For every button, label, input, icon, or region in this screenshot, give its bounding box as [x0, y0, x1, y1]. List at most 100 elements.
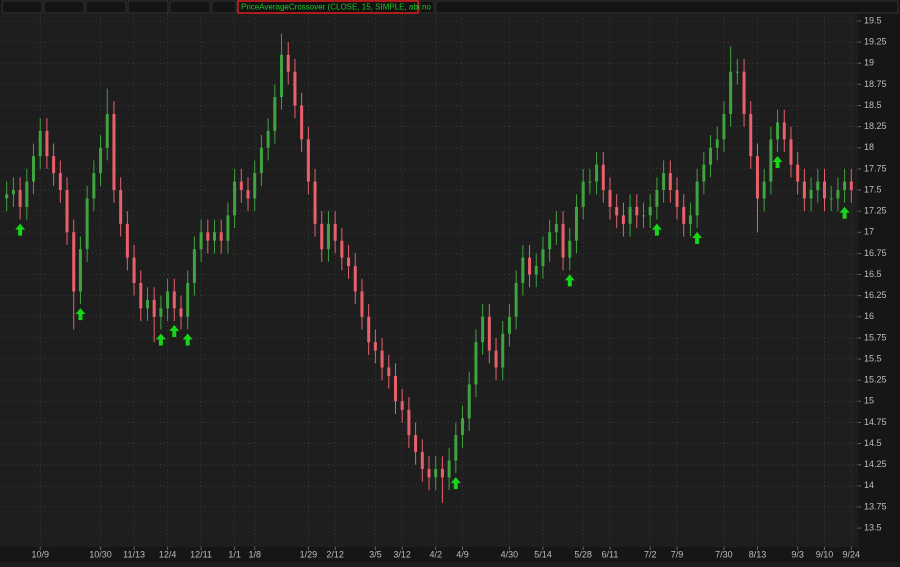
- x-tick-label: 6/11: [602, 549, 619, 559]
- candle-body: [78, 249, 82, 292]
- x-tick-label: 5/14: [534, 549, 552, 559]
- candle-body: [400, 401, 404, 410]
- candle-body: [595, 164, 599, 182]
- candle-body: [648, 206, 652, 216]
- candle-body: [802, 181, 806, 199]
- x-tick-label: 5/28: [574, 549, 592, 559]
- candle-body: [340, 240, 344, 258]
- candle-body: [246, 190, 250, 199]
- candle-body: [11, 190, 15, 195]
- y-tick-label: 13.75: [864, 501, 887, 511]
- y-tick-label: 19.5: [864, 15, 882, 25]
- candle-body: [641, 215, 646, 217]
- price-axis: [858, 14, 900, 562]
- candle-body: [722, 113, 726, 140]
- study-box: [237, 0, 419, 14]
- candle-body: [843, 181, 847, 191]
- candle-body: [568, 240, 572, 258]
- x-tick-label: 7/9: [671, 549, 684, 559]
- candle-body: [132, 257, 136, 283]
- candle-body: [467, 384, 471, 419]
- candle-body: [836, 190, 840, 199]
- y-tick-label: 18.5: [864, 100, 882, 110]
- y-tick-label: 16.25: [864, 290, 887, 300]
- candle-body: [172, 291, 176, 309]
- candle-body: [668, 173, 672, 191]
- plot: [5, 33, 853, 503]
- candle-body: [769, 139, 773, 182]
- candle-body: [695, 181, 699, 216]
- candle-body: [105, 113, 109, 148]
- x-tick-label: 1/29: [300, 549, 318, 559]
- candle-body: [145, 299, 149, 309]
- x-tick-label: 9/24: [843, 549, 861, 559]
- candle-body: [286, 54, 290, 72]
- y-tick-label: 16.75: [864, 248, 887, 258]
- grid: [0, 14, 858, 547]
- candle-body: [635, 206, 639, 216]
- signal-arrow: [839, 206, 850, 219]
- candle-body: [534, 266, 538, 275]
- candle-body: [380, 350, 384, 368]
- candle-body: [273, 97, 277, 131]
- x-tick-label: 10/9: [31, 549, 49, 559]
- signal-arrow: [450, 477, 461, 490]
- candle-body: [528, 257, 532, 275]
- candle-body: [682, 206, 686, 224]
- candle-body: [709, 147, 713, 165]
- y-tick-label: 17: [864, 227, 874, 237]
- study-value-box: [419, 0, 435, 14]
- x-tick-label: 1/8: [248, 549, 261, 559]
- candle-body: [829, 198, 833, 200]
- candle-body: [548, 232, 552, 250]
- y-tick-label: 17.5: [864, 184, 882, 194]
- y-tick-label: 15.5: [864, 353, 882, 363]
- candle-body: [561, 223, 565, 258]
- x-tick-label: 11/13: [123, 549, 145, 559]
- candle-body: [5, 194, 9, 199]
- candle-body: [762, 181, 766, 199]
- candle-body: [440, 468, 444, 478]
- x-tick-label: 8/13: [749, 549, 767, 559]
- y-tick-label: 16: [864, 311, 874, 321]
- candle-body: [219, 232, 223, 241]
- candle-body: [85, 198, 89, 250]
- candle-body: [574, 206, 578, 241]
- y-tick-label: 14: [864, 480, 874, 490]
- x-tick-label: 12/11: [190, 549, 212, 559]
- candle-body: [608, 190, 612, 207]
- candle-body: [212, 232, 217, 241]
- candle-body: [849, 181, 853, 191]
- candle-body: [320, 223, 324, 250]
- x-tick-label: 7/2: [644, 549, 657, 559]
- candle-body: [233, 181, 237, 216]
- candle-body: [507, 316, 511, 334]
- candle-body: [414, 435, 418, 453]
- signal-arrow: [651, 223, 662, 236]
- candle-body: [474, 342, 478, 385]
- y-tick-label: 17.75: [864, 163, 887, 173]
- candle-body: [481, 316, 485, 343]
- candle-body: [447, 460, 451, 478]
- y-tick-label: 14.25: [864, 459, 887, 469]
- candle-body: [454, 435, 458, 461]
- x-tick-label: 1/1: [228, 549, 241, 559]
- candle-body: [52, 156, 56, 174]
- y-tick-label: 19.25: [864, 36, 887, 46]
- candle-body: [655, 190, 659, 207]
- candle-body: [387, 367, 391, 376]
- header-tabs: [1, 0, 899, 14]
- signal-arrow: [564, 274, 575, 287]
- x-tick-label: 7/30: [715, 549, 733, 559]
- candle-body: [293, 71, 297, 106]
- x-tick-label: 12/4: [159, 549, 177, 559]
- candle-body: [226, 215, 230, 241]
- candle-body: [119, 190, 123, 224]
- candle-body: [259, 147, 263, 174]
- candle-body: [434, 468, 438, 478]
- candle-body: [749, 113, 753, 157]
- candle-body: [112, 113, 116, 191]
- candle-body: [280, 54, 284, 98]
- signal-arrow: [182, 333, 193, 346]
- candle-body: [139, 282, 143, 309]
